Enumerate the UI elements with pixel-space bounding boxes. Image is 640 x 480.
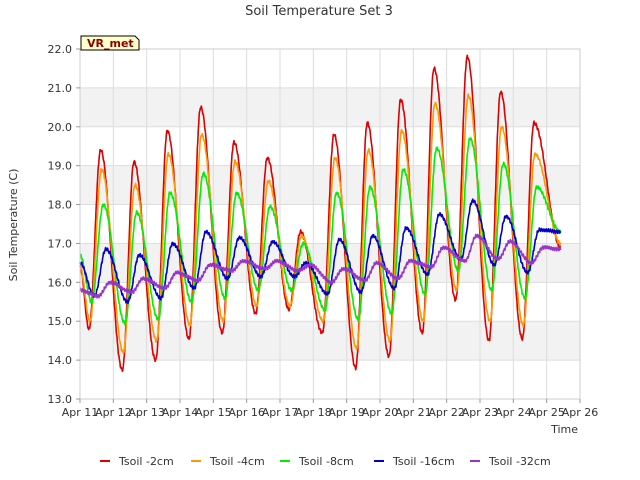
legend: Tsoil -2cm Tsoil -4cm Tsoil -8cm Tsoil -16c… [100, 455, 551, 468]
y-tick-label: 13.0 [48, 393, 73, 406]
x-tick-label: Apr 19 [328, 406, 365, 419]
x-tick-label: Apr 23 [462, 406, 499, 419]
legend-label: Tsoil -8cm [298, 455, 354, 468]
y-axis-ticks: 13.0 14.0 15.0 16.0 17.0 18.0 19.0 20.0 21.0 22.0 [48, 43, 80, 406]
y-tick-label: 15.0 [48, 315, 73, 328]
site-badge-box [80, 35, 140, 51]
y-tick-label: 14.0 [48, 354, 73, 367]
series-line-tsoil-32cm [79, 233, 562, 299]
x-tick-label: Apr 21 [395, 406, 432, 419]
x-tick-label: Apr 22 [428, 406, 465, 419]
legend-label: Tsoil -4cm [209, 455, 265, 468]
legend-label: Tsoil -32cm [488, 455, 551, 468]
chart-title: Soil Temperature Set 3 [245, 4, 393, 19]
x-tick-label: Apr 12 [95, 406, 132, 419]
x-tick-label: Apr 24 [495, 406, 532, 419]
y-tick-label: 22.0 [48, 43, 73, 56]
x-tick-label: Apr 25 [528, 406, 565, 419]
y-tick-label: 17.0 [48, 237, 73, 250]
x-tick-label: Apr 14 [162, 406, 199, 419]
y-tick-label: 21.0 [48, 82, 73, 95]
x-tick-label: Apr 16 [228, 406, 265, 419]
grid-band [80, 321, 580, 361]
x-tick-label: Apr 11 [62, 406, 99, 419]
y-tick-label: 18.0 [48, 199, 73, 212]
y-tick-label: 16.0 [48, 276, 73, 289]
x-tick-label: Apr 15 [195, 406, 232, 419]
series-line-tsoil-4cm [79, 93, 562, 355]
x-tick-label: Apr 17 [262, 406, 299, 419]
x-tick-label: Apr 13 [128, 406, 165, 419]
series-lines [79, 54, 562, 373]
y-tick-label: 20.0 [48, 121, 73, 134]
plot-frame [79, 48, 581, 400]
x-tick-label: Apr 20 [362, 406, 399, 419]
series-line-tsoil-16cm [79, 198, 562, 305]
x-tick-label: Apr 26 [562, 406, 599, 419]
y-tick-label: 19.0 [48, 160, 73, 173]
legend-label: Tsoil -2cm [118, 455, 174, 468]
y-axis-label: Soil Temperature (C) [7, 169, 20, 282]
x-axis-label: Time [550, 423, 578, 436]
series-line-tsoil-8cm [79, 137, 562, 326]
site-badge: VR_met [80, 35, 140, 51]
site-badge-label: VR_met [87, 37, 134, 50]
legend-label: Tsoil -16cm [392, 455, 455, 468]
grid-band [80, 87, 580, 127]
x-tick-label: Apr 18 [295, 406, 332, 419]
